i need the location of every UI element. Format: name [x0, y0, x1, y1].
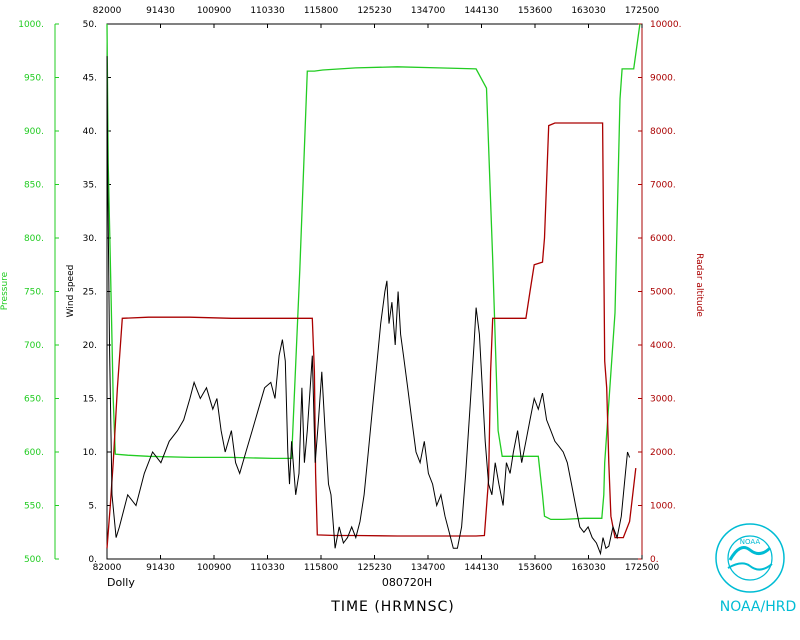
altitude-tick-label: 9000.	[650, 74, 676, 84]
wind-axis-label: Wind speed	[66, 265, 76, 318]
pressure-axis-label: Pressure	[0, 271, 10, 310]
pressure-tick-label: 500.	[24, 555, 44, 565]
wind-tick-label: 10.	[83, 448, 97, 458]
series-line-wind-speed	[106, 56, 631, 556]
wind-tick-label: 5.	[88, 502, 97, 512]
x-tick-label-top: 134700	[411, 6, 446, 16]
pressure-tick-label: 800.	[24, 234, 44, 244]
wind-tick-label: 45.	[83, 74, 97, 84]
pressure-tick-label: 650.	[24, 395, 44, 405]
x-tick-label-bottom: 153600	[518, 563, 553, 573]
date-label: 080720H	[382, 576, 432, 589]
altitude-tick-labels: 0. 1000. 2000. 3000. 4000. 5000. 6000. 7000. 800…	[638, 20, 682, 565]
svg-text:NOAA: NOAA	[740, 538, 761, 546]
pressure-tick-label: 1000.	[18, 20, 44, 30]
x-axis-title: TIME (HRMNSC)	[330, 599, 454, 615]
x-tick-label-top: 91430	[146, 6, 175, 16]
altitude-tick-label: 5000.	[650, 288, 676, 298]
pressure-tick-label: 950.	[24, 74, 44, 84]
wind-tick-label: 15.	[83, 395, 97, 405]
x-tick-label-top: 144130	[464, 6, 499, 16]
pressure-tick-labels: 500. 550. 600. 650. 700. 750. 800. 850. 900. 950.…	[18, 20, 59, 565]
altitude-tick-label: 8000.	[650, 127, 676, 137]
wind-tick-label: 20.	[83, 341, 97, 351]
pressure-tick-label: 750.	[24, 288, 44, 298]
x-tick-label-top: 115800	[304, 6, 339, 16]
x-tick-label-bottom: 125230	[357, 563, 392, 573]
x-tick-label-bottom: 115800	[304, 563, 339, 573]
wind-tick-label: 25.	[83, 288, 97, 298]
wind-tick-label: 30.	[83, 234, 97, 244]
plot-frame	[106, 23, 643, 560]
x-tick-label-bottom: 134700	[411, 563, 446, 573]
pressure-tick-label: 700.	[24, 341, 44, 351]
series-line-radar-altitude	[106, 122, 637, 549]
altitude-tick-label: 0.	[650, 555, 659, 565]
pressure-tick-label: 900.	[24, 127, 44, 137]
wind-tick-label: 35.	[83, 181, 97, 191]
x-tick-label-top: 153600	[518, 6, 553, 16]
x-tick-label-top: 125230	[357, 6, 392, 16]
credit-label: NOAA/HRD	[720, 599, 797, 615]
x-tick-label-bottom: 91430	[146, 563, 175, 573]
x-tick-label-bottom: 144130	[464, 563, 499, 573]
wind-tick-label: 40.	[83, 127, 97, 137]
x-tick-labels-bottom: 82000 91430 100900 110330 115800 125230 134700…	[93, 555, 660, 573]
x-tick-label-bottom: 82000	[93, 563, 122, 573]
altitude-tick-label: 10000.	[650, 20, 682, 30]
pressure-tick-label: 850.	[24, 181, 44, 191]
altitude-axis-label: Radar altitude	[694, 253, 704, 317]
x-tick-labels-top: 82000 91430 100900 110330 115800 125230 134700…	[93, 6, 660, 28]
storm-name: Dolly	[107, 576, 135, 589]
series-group	[106, 23, 641, 556]
altitude-tick-label: 2000.	[650, 448, 676, 458]
wind-tick-label: 0.	[88, 555, 97, 565]
altitude-tick-label: 4000.	[650, 341, 676, 351]
x-tick-label-top: 110330	[250, 6, 285, 16]
altitude-tick-label: 3000.	[650, 395, 676, 405]
x-tick-label-bottom: 110330	[250, 563, 285, 573]
x-tick-label-bottom: 100900	[197, 563, 232, 573]
x-tick-label-top: 163030	[571, 6, 606, 16]
x-tick-label-top: 100900	[197, 6, 232, 16]
pressure-tick-label: 550.	[24, 502, 44, 512]
x-tick-label-top: 172500	[625, 6, 660, 16]
x-tick-label-bottom: 172500	[625, 563, 660, 573]
wind-tick-label: 50.	[83, 20, 97, 30]
altitude-tick-label: 6000.	[650, 234, 676, 244]
pressure-tick-label: 600.	[24, 448, 44, 458]
altitude-tick-label: 7000.	[650, 181, 676, 191]
noaa-logo-icon: NOAA	[715, 523, 785, 593]
altitude-tick-label: 1000.	[650, 502, 676, 512]
x-tick-label-top: 82000	[93, 6, 122, 16]
series-line-pressure	[106, 23, 641, 521]
x-tick-label-bottom: 163030	[571, 563, 606, 573]
